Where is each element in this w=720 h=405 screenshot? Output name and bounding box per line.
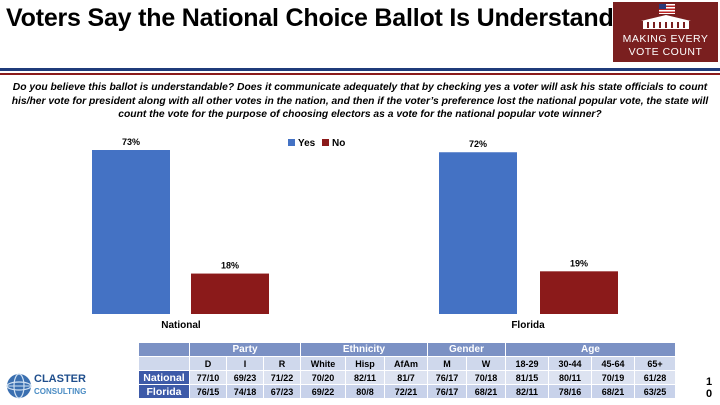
table-cell: 81/7 bbox=[384, 370, 428, 385]
category-label-national: National bbox=[161, 320, 201, 331]
group-header-age: Age bbox=[505, 342, 676, 357]
capitol-building-icon bbox=[641, 15, 691, 29]
table-cell: 71/22 bbox=[263, 370, 301, 385]
legend-swatch-no bbox=[322, 139, 329, 146]
table-cell: 74/18 bbox=[226, 384, 264, 399]
table-cell: 63/25 bbox=[634, 384, 676, 399]
logo-text-line2: Vote Count bbox=[628, 46, 703, 58]
table-cell: 80/8 bbox=[345, 384, 385, 399]
row-label-national: National bbox=[138, 370, 190, 385]
table-cell: 68/21 bbox=[591, 384, 635, 399]
table-cell: 76/15 bbox=[189, 384, 227, 399]
column-header: D bbox=[189, 356, 227, 371]
bar-chart: 73% 18% National 72% 19% Florida Yes No bbox=[92, 137, 618, 331]
table-row: National 77/10 69/23 71/22 70/20 82/11 81/7 76/… bbox=[138, 370, 676, 385]
survey-question: Do you believe this ballot is understand… bbox=[11, 82, 709, 120]
globe-icon bbox=[6, 373, 32, 399]
table-cell: 72/21 bbox=[384, 384, 428, 399]
logo-text-line1: Making Every bbox=[622, 33, 709, 45]
bar-florida-no bbox=[540, 271, 618, 314]
table-cell: 69/22 bbox=[300, 384, 346, 399]
consulting-text: CONSULTING bbox=[34, 387, 87, 396]
table-cell: 78/16 bbox=[548, 384, 592, 399]
column-header: I bbox=[226, 356, 264, 371]
column-header: W bbox=[466, 356, 506, 371]
table-cell: 70/18 bbox=[466, 370, 506, 385]
table-cell: 77/10 bbox=[189, 370, 227, 385]
table-cell: 70/20 bbox=[300, 370, 346, 385]
data-label-florida-yes: 72% bbox=[469, 139, 487, 149]
claster-consulting-logo: CLASTER CONSULTING bbox=[6, 370, 86, 402]
category-label-florida: Florida bbox=[511, 320, 545, 331]
table-corner-cell bbox=[138, 342, 190, 357]
column-header: R bbox=[263, 356, 301, 371]
table-cell: 61/28 bbox=[634, 370, 676, 385]
column-header: 18-29 bbox=[505, 356, 549, 371]
table-group-header-row: Party Ethnicity Gender Age bbox=[138, 342, 676, 357]
bar-national-yes bbox=[92, 150, 170, 314]
legend-label-no: No bbox=[332, 138, 345, 149]
table-cell: 76/17 bbox=[427, 370, 467, 385]
table-corner-cell bbox=[138, 356, 190, 371]
header-rule-blue bbox=[0, 68, 720, 71]
column-header: M bbox=[427, 356, 467, 371]
column-header: AfAm bbox=[384, 356, 428, 371]
bar-florida-yes bbox=[439, 152, 517, 314]
page-title: Voters Say the National Choice Ballot Is… bbox=[6, 4, 663, 32]
table-row: Florida 76/15 74/18 67/23 69/22 80/8 72/21 76/1… bbox=[138, 384, 676, 399]
group-header-ethnicity: Ethnicity bbox=[300, 342, 428, 357]
table-cell: 69/23 bbox=[226, 370, 264, 385]
flag-icon bbox=[659, 4, 675, 14]
data-label-florida-no: 19% bbox=[570, 258, 588, 268]
column-header: White bbox=[300, 356, 346, 371]
claster-name: CLASTER bbox=[34, 373, 86, 385]
group-header-party: Party bbox=[189, 342, 301, 357]
row-label-florida: Florida bbox=[138, 384, 190, 399]
table-column-header-row: D I R White Hisp AfAm M W 18-29 30-44 45-64 65+ bbox=[138, 356, 676, 371]
column-header: Hisp bbox=[345, 356, 385, 371]
table-cell: 80/11 bbox=[548, 370, 592, 385]
crosstab-table: Party Ethnicity Gender Age D I R White Hisp AfAm M… bbox=[138, 342, 676, 399]
table-cell: 76/17 bbox=[427, 384, 467, 399]
table-cell: 67/23 bbox=[263, 384, 301, 399]
table-cell: 82/11 bbox=[345, 370, 385, 385]
making-every-vote-count-logo: Making Every Vote Count bbox=[613, 2, 718, 62]
column-header: 30-44 bbox=[548, 356, 592, 371]
legend-label-yes: Yes bbox=[298, 138, 316, 149]
column-header: 45-64 bbox=[591, 356, 635, 371]
table-cell: 70/19 bbox=[591, 370, 635, 385]
table-cell: 82/11 bbox=[505, 384, 549, 399]
data-label-national-yes: 73% bbox=[122, 137, 140, 147]
header-rule-red bbox=[0, 73, 720, 75]
group-header-gender: Gender bbox=[427, 342, 506, 357]
data-label-national-no: 18% bbox=[221, 261, 239, 271]
table-cell: 68/21 bbox=[466, 384, 506, 399]
bar-national-no bbox=[191, 273, 269, 314]
column-header: 65+ bbox=[634, 356, 676, 371]
table-cell: 81/15 bbox=[505, 370, 549, 385]
legend-swatch-yes bbox=[288, 139, 295, 146]
